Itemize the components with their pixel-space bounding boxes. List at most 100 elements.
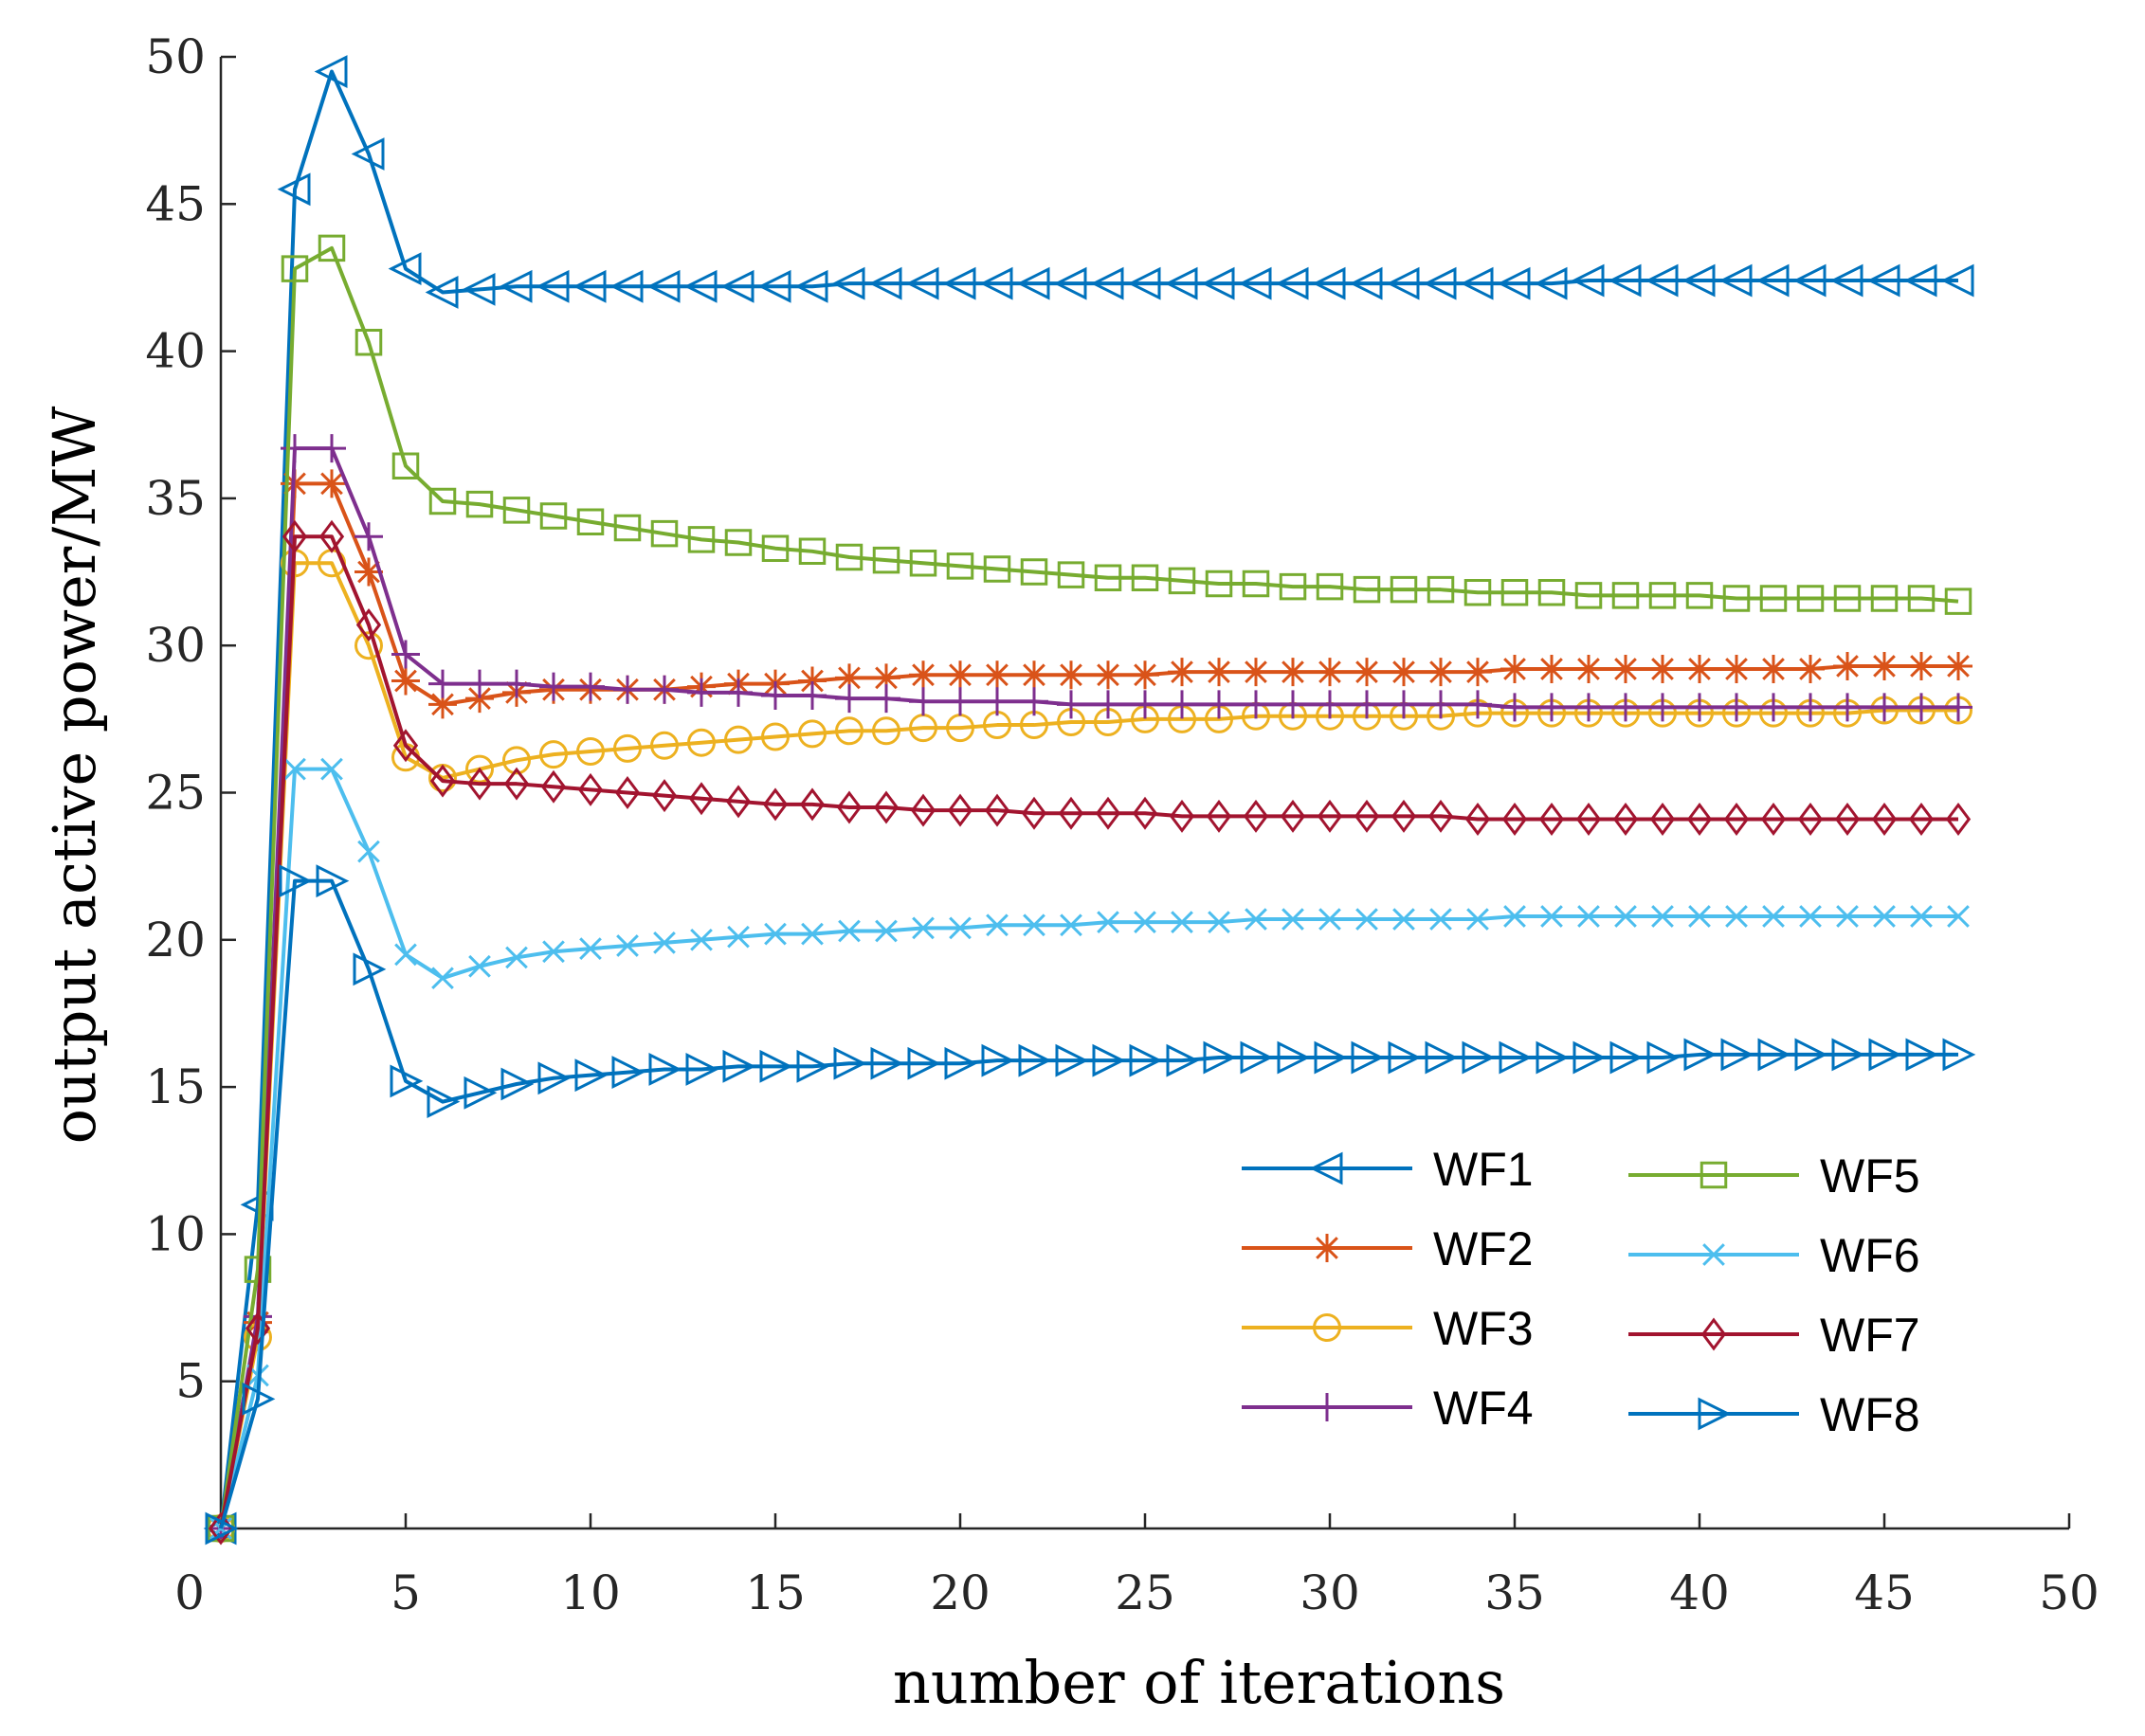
wf4-point <box>1574 693 1603 722</box>
wf1-point <box>720 269 754 303</box>
wf7-point <box>1169 799 1195 833</box>
series-wf4 <box>207 434 1972 1543</box>
wf5-point <box>1131 564 1159 592</box>
wf3-point <box>354 631 383 660</box>
legend-label: WF3 <box>1433 1302 1534 1355</box>
wf6-point <box>1614 905 1637 928</box>
x-tick-label: 40 <box>1669 1565 1730 1620</box>
wf2-point <box>1537 655 1566 684</box>
wf8-point <box>1609 1040 1644 1075</box>
wf1-point <box>1312 266 1346 300</box>
wf7-point <box>1945 802 1972 836</box>
wf5-point <box>465 490 494 518</box>
wf5-point <box>354 329 383 356</box>
x-tick-label: 30 <box>1300 1565 1360 1620</box>
wf7-point <box>1391 799 1417 833</box>
wf1-point <box>536 269 570 303</box>
wf8-point <box>1351 1040 1385 1075</box>
legend-label: WF4 <box>1433 1382 1534 1435</box>
wf8-point <box>1683 1038 1718 1072</box>
wf4-point <box>1500 693 1529 722</box>
wf8-point <box>1277 1040 1311 1075</box>
wf5-point <box>539 502 568 530</box>
wf2-point <box>391 666 420 696</box>
wf8-point <box>1314 1040 1348 1075</box>
wf1-point <box>1718 263 1753 298</box>
wf1-point <box>868 266 902 300</box>
y-tick-label: 50 <box>145 29 206 84</box>
wf7-point <box>1464 802 1491 836</box>
wf6-point <box>1910 905 1933 928</box>
legend-marker <box>1313 1234 1341 1262</box>
legend-item-wf1: WF1 <box>1242 1143 1534 1196</box>
wf2-point <box>1944 651 1972 680</box>
wf1-point <box>609 269 644 303</box>
wf6-point <box>431 967 454 990</box>
wf6-point <box>1836 905 1859 928</box>
wf4-point <box>428 669 457 698</box>
wf5-point <box>1759 585 1788 612</box>
wf5-line <box>219 245 1959 1529</box>
x-tick-label: 45 <box>1854 1565 1915 1620</box>
wf5-point <box>1685 582 1714 609</box>
wf2-point <box>946 660 974 690</box>
wf5-point <box>909 549 937 577</box>
wf6-point <box>1023 913 1045 937</box>
wf8-point <box>722 1049 756 1083</box>
wf6-point <box>653 931 676 954</box>
wf6-point <box>1503 905 1526 928</box>
wf4-point <box>1833 693 1862 722</box>
wf4-point <box>1427 690 1455 719</box>
x-tick-label: 5 <box>391 1565 421 1620</box>
legend-marker <box>1700 1161 1728 1189</box>
wf7-point <box>355 607 382 642</box>
wf6-point <box>1762 905 1785 928</box>
wf2-point <box>983 660 1011 690</box>
wf5-point <box>391 452 420 479</box>
wf1-point <box>1201 266 1235 300</box>
wf3-point <box>835 716 863 746</box>
wf8-point <box>981 1043 1015 1077</box>
y-tick-label: 25 <box>145 766 206 821</box>
wf4-point <box>1870 693 1899 722</box>
wf2-point <box>1648 655 1677 684</box>
wf2-point <box>1685 655 1714 684</box>
wf6-point <box>1392 908 1415 931</box>
wf5-point <box>281 255 309 282</box>
wf2-point <box>1390 658 1418 687</box>
legend-item-wf6: WF6 <box>1628 1229 1920 1282</box>
wf4-point <box>1537 693 1566 722</box>
legend-item-wf2: WF2 <box>1242 1222 1534 1275</box>
wf8-point <box>574 1058 609 1093</box>
wf7-point <box>577 772 604 806</box>
wf5-point <box>502 497 531 524</box>
wf7-point <box>1427 799 1454 833</box>
wf7-point <box>1612 802 1639 836</box>
wf8-point <box>1646 1040 1681 1075</box>
wf8-point <box>1720 1038 1754 1072</box>
wf4-point <box>1316 690 1344 719</box>
wf3-point <box>687 728 716 757</box>
wf7-point <box>984 793 1010 827</box>
wf6-point <box>1097 911 1119 934</box>
wf2-point <box>1870 651 1899 680</box>
wf8-point <box>1499 1040 1533 1075</box>
wf8-point <box>1018 1043 1052 1077</box>
x-axis-title: number of iterations <box>893 1648 1505 1717</box>
y-tick-label: 35 <box>145 471 206 526</box>
origin-label: 0 <box>174 1565 205 1620</box>
wf2-point <box>1722 655 1751 684</box>
wf4-point <box>1242 690 1270 719</box>
x-tick-label: 50 <box>2039 1565 2100 1620</box>
wf2-point <box>354 557 383 587</box>
legend-label: WF2 <box>1433 1222 1534 1275</box>
wf6-point <box>1688 905 1711 928</box>
wf1-point <box>646 269 681 303</box>
wf5-point <box>983 555 1011 583</box>
wf5-point <box>1833 585 1862 612</box>
wf8-point <box>500 1067 535 1101</box>
wf6-point <box>912 916 935 940</box>
wf2-point <box>1907 651 1936 680</box>
wf4-point <box>354 522 383 552</box>
wf1-point <box>1127 266 1161 300</box>
